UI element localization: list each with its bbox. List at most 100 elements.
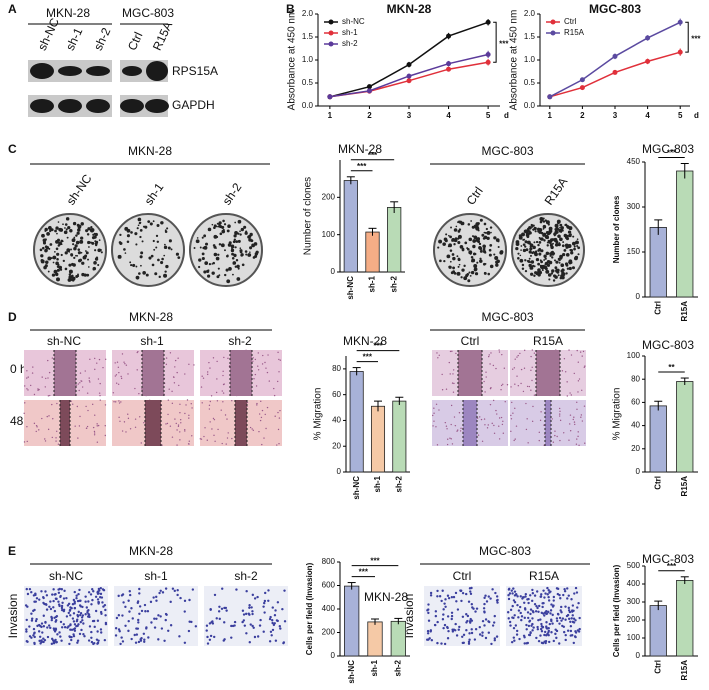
colony-dot xyxy=(472,244,476,249)
cell-dot xyxy=(428,637,431,640)
cell-dot xyxy=(523,367,526,369)
colony-dot xyxy=(515,246,519,251)
cell-dot xyxy=(562,625,566,628)
colony-dot xyxy=(156,240,160,244)
colony-dot xyxy=(211,271,215,275)
colony-dot xyxy=(551,256,554,259)
colony-dot xyxy=(495,238,500,242)
cell-dot xyxy=(179,431,181,433)
cell-dot xyxy=(559,609,562,612)
chart-title: MKN-28 xyxy=(387,2,432,16)
cell-dot xyxy=(526,611,530,614)
cell-dot xyxy=(467,600,471,603)
cell-dot xyxy=(515,629,519,633)
cell-dot xyxy=(445,425,448,427)
cell-dot xyxy=(568,349,570,351)
cell-dot xyxy=(512,587,515,590)
cell-dot xyxy=(209,400,212,403)
colony-dot xyxy=(203,234,207,238)
colony-dot xyxy=(560,269,564,273)
cell-dot xyxy=(503,367,506,369)
cell-dot xyxy=(128,610,131,613)
cell-dot xyxy=(574,619,577,622)
colony-dot xyxy=(534,230,537,233)
cell-dot xyxy=(538,439,540,442)
cell-dot xyxy=(233,624,236,627)
cell-dot xyxy=(465,629,468,632)
cell-dot xyxy=(213,593,217,597)
cell-dot xyxy=(215,617,218,620)
cell-dot xyxy=(509,608,513,612)
cell-dot xyxy=(62,623,66,626)
colony-dot xyxy=(478,242,482,246)
cell-dot xyxy=(251,612,254,616)
cell-dot xyxy=(37,389,39,391)
cell-dot xyxy=(563,432,565,434)
chart-title: MKN-28 xyxy=(338,142,382,156)
significance-label: *** xyxy=(667,149,677,158)
colony-dot xyxy=(49,243,53,246)
cell-dot xyxy=(425,638,429,641)
colony-dot xyxy=(453,238,458,243)
colony-dot xyxy=(469,274,472,277)
cell-dot xyxy=(208,361,210,364)
colony-dot xyxy=(165,264,169,269)
cell-dot xyxy=(96,441,99,443)
cell-dot xyxy=(164,587,168,590)
cell-dot xyxy=(218,605,221,608)
colony-dot xyxy=(211,263,214,265)
cell-dot xyxy=(483,602,486,606)
cell-dot xyxy=(25,618,28,622)
cell-dot xyxy=(33,393,36,396)
cell-dot xyxy=(263,591,267,595)
cell-dot xyxy=(459,589,462,592)
cell-dot xyxy=(124,605,127,609)
cell-dot xyxy=(453,382,455,385)
cell-dot xyxy=(543,424,545,426)
cell-dot xyxy=(125,431,127,433)
cell-dot xyxy=(49,600,52,603)
cell-dot xyxy=(528,385,531,388)
cell-dot xyxy=(530,599,534,603)
cell-dot xyxy=(549,609,553,612)
cell-dot xyxy=(75,624,78,628)
cell-dot xyxy=(32,366,34,368)
cell-dot xyxy=(457,429,459,431)
colony-dot xyxy=(467,223,471,226)
cell-dot xyxy=(104,622,108,626)
colony-dot xyxy=(94,240,97,243)
cell-dot xyxy=(508,592,512,595)
cell-dot xyxy=(443,623,447,627)
cell-dot xyxy=(537,610,540,613)
cell-dot xyxy=(121,430,124,432)
cell-dot xyxy=(441,373,443,376)
cell-dot xyxy=(183,599,187,603)
cell-dot xyxy=(74,425,76,427)
cell-dot xyxy=(30,591,33,594)
colony-dot xyxy=(95,243,98,247)
cell-dot xyxy=(137,621,140,624)
colony-dot xyxy=(67,226,71,230)
data-point xyxy=(366,88,372,94)
cell-dot xyxy=(467,642,471,645)
colony-dot xyxy=(236,277,241,281)
cell-dot xyxy=(510,386,512,388)
cell-dot xyxy=(26,370,28,372)
x-tick-label: sh-NC xyxy=(347,660,356,684)
cell-dot xyxy=(143,640,146,643)
colony-dot xyxy=(163,273,168,278)
lane-label: R15A xyxy=(542,175,571,208)
legend-label: Ctrl xyxy=(564,17,577,26)
blot-band xyxy=(122,66,142,76)
cell-dot xyxy=(531,420,534,423)
cell-dot xyxy=(73,607,77,610)
cell-dot xyxy=(52,606,55,609)
cell-dot xyxy=(544,592,547,595)
colony-dot xyxy=(493,253,496,256)
cell-dot xyxy=(531,366,533,368)
cell-dot xyxy=(452,373,454,375)
cell-dot xyxy=(175,422,177,425)
colony-dot xyxy=(530,254,532,257)
colony-dot xyxy=(74,244,78,248)
cell-dot xyxy=(570,617,573,620)
